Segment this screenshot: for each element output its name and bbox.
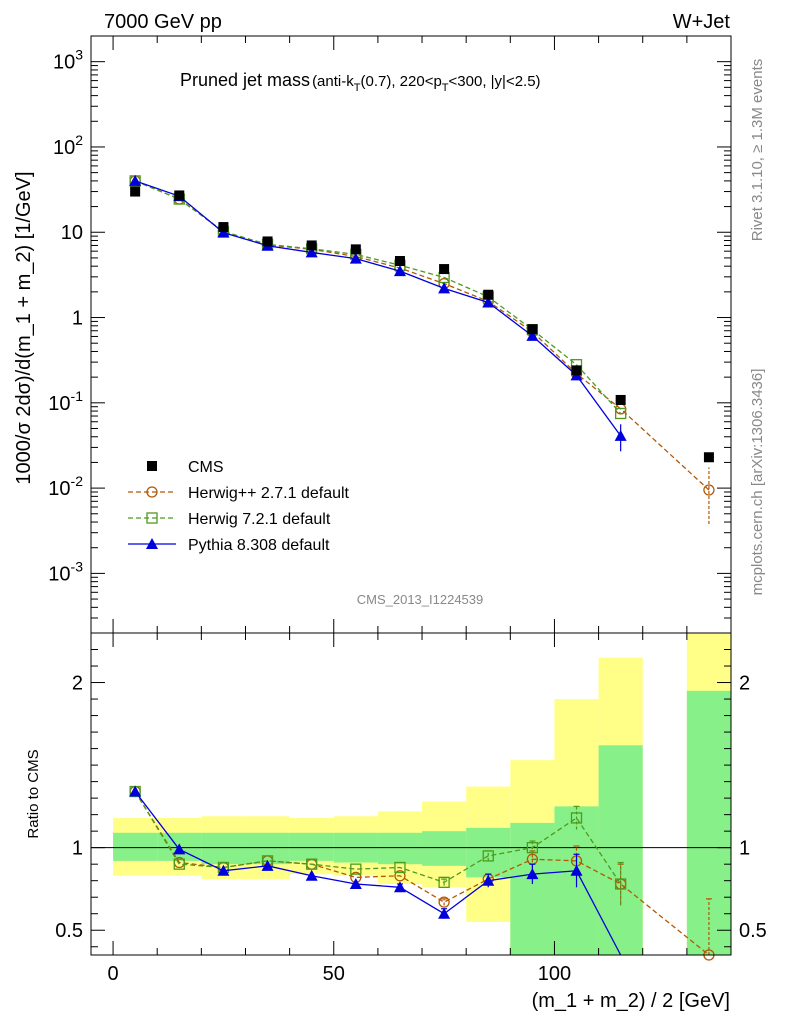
legend-label: Herwig 7.2.1 default <box>188 511 331 528</box>
data-point <box>174 190 185 201</box>
ratio-point <box>129 785 142 797</box>
legend-label: CMS <box>188 459 224 476</box>
y-tick-label: 103 <box>53 47 83 74</box>
y-tick-label: 10-2 <box>48 473 83 500</box>
data-point <box>439 264 450 275</box>
mcplots-label: mcplots.cern.ch [arXiv:1306.3436] <box>749 369 766 596</box>
band-inner <box>289 832 334 861</box>
ratio-point <box>482 874 495 886</box>
ratio-point <box>305 869 318 881</box>
band-inner <box>510 822 555 955</box>
legend: CMS Herwig++ 2.7.1 default Herwig 7.2.1 de… <box>128 459 350 554</box>
data-point <box>393 265 406 277</box>
y-tick-label-right: 0.5 <box>739 920 767 942</box>
ratio-point <box>570 812 583 824</box>
ratio-point <box>570 864 583 876</box>
y-tick-label: 0.5 <box>55 920 83 942</box>
ratio-point <box>438 907 451 919</box>
legend-marker <box>146 512 158 524</box>
data-point <box>483 289 494 300</box>
band-inner <box>113 832 158 861</box>
band-inner <box>377 832 423 865</box>
data-point <box>703 484 715 496</box>
ratio-point <box>393 881 406 893</box>
series-line <box>134 180 622 437</box>
y-tick-label-right: 1 <box>739 838 750 860</box>
ratio-point <box>482 850 494 862</box>
ratio-point <box>438 896 450 908</box>
ratio-point <box>173 858 185 870</box>
data-point <box>306 240 317 251</box>
data-point <box>482 296 495 308</box>
ratio-plot-frame <box>90 632 732 956</box>
ratio-point <box>217 864 230 876</box>
legend-marker <box>146 538 158 549</box>
ratio-point <box>173 843 186 855</box>
header-right: W+Jet <box>673 11 731 33</box>
series-line <box>134 180 622 414</box>
band-inner <box>598 745 643 955</box>
ratio-point <box>261 859 274 871</box>
ratio-plot: 0 50 100 0.5 0.5 1 1 2 2 <box>55 633 767 985</box>
data-point <box>527 324 538 335</box>
legend-marker <box>147 461 157 471</box>
legend-label: Pythia 8.308 default <box>188 537 330 554</box>
ratio-point <box>349 877 362 889</box>
ratio-point <box>394 861 406 874</box>
data-point <box>350 244 361 255</box>
x-tick-label: 0 <box>108 963 119 985</box>
ratio-point <box>350 863 362 875</box>
ratio-point <box>526 868 539 880</box>
ratio-series-line <box>134 791 622 956</box>
y-tick-label: 102 <box>53 132 83 159</box>
y-tick-label-right: 2 <box>739 673 750 695</box>
y-tick-label: 2 <box>72 673 83 695</box>
y-tick-label: 1 <box>72 838 83 860</box>
ratio-point <box>306 858 318 870</box>
rivet-label: Rivet 3.1.10, ≥ 1.3M events <box>749 59 766 242</box>
y-axis-label-top: 1000/σ 2dσ)/d(m_1 + m_2) [1/GeV] <box>13 171 35 484</box>
data-point <box>571 365 582 376</box>
data-point <box>615 407 627 420</box>
main-plot-frame <box>90 35 732 634</box>
data-point <box>262 236 273 247</box>
y-axis-label-ratio: Ratio to CMS <box>25 749 42 838</box>
band-inner <box>422 831 467 866</box>
band-inner <box>686 690 731 955</box>
legend-marker <box>146 486 158 498</box>
data-point <box>129 174 142 186</box>
x-tick-label: 50 <box>323 963 345 985</box>
data-point <box>130 186 141 197</box>
data-point <box>305 246 318 258</box>
ratio-point <box>438 876 450 888</box>
y-tick-label: 10 <box>61 222 83 244</box>
x-tick-label: 100 <box>538 963 571 985</box>
plot-title-main: Pruned jet mass <box>180 70 310 90</box>
y-tick-label: 10-1 <box>48 388 83 415</box>
data-point <box>217 226 230 238</box>
band-inner <box>245 832 290 865</box>
data-point <box>394 256 405 267</box>
data-point <box>703 452 714 463</box>
watermark: CMS_2013_I1224539 <box>357 592 484 607</box>
data-point <box>218 222 229 233</box>
data-point <box>438 282 451 294</box>
ratio-point <box>615 878 627 890</box>
x-axis-label: (m_1 + m_2) / 2 [GeV] <box>532 990 730 1012</box>
plot-title: Pruned jet mass (anti-kT(0.7), 220<pT<300… <box>180 70 541 94</box>
ratio-point <box>526 842 539 854</box>
y-tick-label: 10-3 <box>48 558 83 585</box>
band-inner <box>201 832 246 865</box>
data-point <box>526 329 539 341</box>
legend-label: Herwig++ 2.7.1 default <box>188 485 350 502</box>
ratio-point <box>394 870 406 882</box>
header-left: 7000 GeV pp <box>104 11 222 33</box>
data-point <box>349 252 362 264</box>
y-tick-label: 1 <box>72 308 83 330</box>
main-plot: 10-3 10-2 10-1 1 10 102 103 <box>48 35 732 634</box>
data-point <box>615 394 626 405</box>
